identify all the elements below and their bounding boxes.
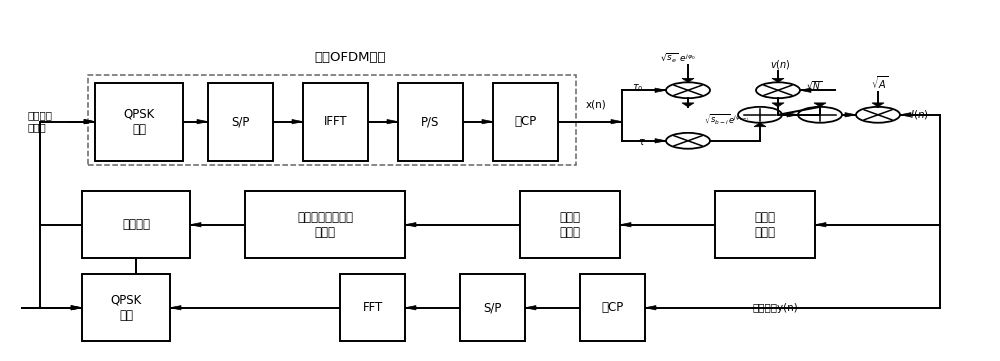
Text: S/P: S/P (231, 115, 250, 129)
Polygon shape (620, 222, 631, 227)
Bar (88, 75, 576, 165)
Polygon shape (754, 123, 766, 127)
Polygon shape (655, 88, 666, 92)
Text: 接收信号y(n): 接收信号y(n) (752, 303, 798, 313)
Polygon shape (84, 119, 95, 124)
Polygon shape (800, 88, 811, 92)
Text: $\sqrt{s_e}\ e^{j\varphi_0}$: $\sqrt{s_e}\ e^{j\varphi_0}$ (660, 52, 696, 64)
Text: QPSK
解调: QPSK 解调 (110, 294, 142, 322)
Text: 加CP: 加CP (514, 115, 537, 129)
Bar (398, 83, 463, 161)
Polygon shape (611, 119, 622, 124)
Polygon shape (682, 103, 694, 107)
Bar (715, 191, 815, 258)
Polygon shape (655, 139, 666, 143)
Text: 求自相
关函数: 求自相 关函数 (755, 211, 776, 239)
Polygon shape (682, 78, 694, 82)
Polygon shape (405, 305, 416, 310)
Text: $v(n)$: $v(n)$ (770, 58, 790, 71)
Text: $\sqrt{N}$: $\sqrt{N}$ (806, 79, 823, 91)
Bar (95, 83, 183, 161)
Text: P/S: P/S (421, 115, 440, 129)
Text: 去CP: 去CP (601, 301, 624, 314)
Text: 时域信号干扰噪声
比估计: 时域信号干扰噪声 比估计 (297, 211, 353, 239)
Text: 产生OFDM信号: 产生OFDM信号 (314, 51, 386, 64)
Polygon shape (170, 305, 181, 310)
Text: IFFT: IFFT (324, 115, 347, 129)
Text: $\tau_0$: $\tau_0$ (632, 83, 644, 94)
Polygon shape (814, 103, 826, 107)
Text: x(n): x(n) (586, 100, 606, 110)
Bar (460, 274, 525, 341)
Polygon shape (845, 113, 856, 117)
Text: $\tau$: $\tau$ (638, 137, 646, 147)
Bar (340, 274, 405, 341)
Polygon shape (190, 222, 201, 227)
Polygon shape (387, 119, 398, 124)
Polygon shape (71, 305, 82, 310)
Text: FFT: FFT (362, 301, 383, 314)
Text: $I(n)$: $I(n)$ (910, 108, 929, 121)
Polygon shape (815, 222, 826, 227)
Bar (82, 274, 170, 341)
Polygon shape (292, 119, 303, 124)
Bar (303, 83, 368, 161)
Polygon shape (900, 113, 911, 117)
Polygon shape (525, 305, 536, 310)
Bar (580, 274, 645, 341)
Bar (245, 191, 405, 258)
Text: 功率控制: 功率控制 (122, 218, 150, 231)
Polygon shape (405, 222, 416, 227)
Text: 输入的数
据信号: 输入的数 据信号 (28, 110, 53, 132)
Polygon shape (872, 103, 884, 107)
Text: S/P: S/P (483, 301, 502, 314)
Text: 求周期
自相关: 求周期 自相关 (560, 211, 581, 239)
Polygon shape (772, 103, 784, 107)
Bar (82, 191, 190, 258)
Bar (493, 83, 558, 161)
Bar (520, 191, 620, 258)
Text: QPSK
调制: QPSK 调制 (123, 108, 155, 136)
Polygon shape (197, 119, 208, 124)
Bar (208, 83, 273, 161)
Polygon shape (787, 113, 798, 117)
Polygon shape (482, 119, 493, 124)
Polygon shape (71, 305, 82, 310)
Text: $\sqrt{A}$: $\sqrt{A}$ (871, 74, 889, 91)
Polygon shape (772, 78, 784, 82)
Polygon shape (84, 119, 95, 124)
Polygon shape (645, 305, 656, 310)
Text: $\sqrt{s_{b-i}}e^{j\varphi_{b-i}}$: $\sqrt{s_{b-i}}e^{j\varphi_{b-i}}$ (704, 112, 750, 126)
